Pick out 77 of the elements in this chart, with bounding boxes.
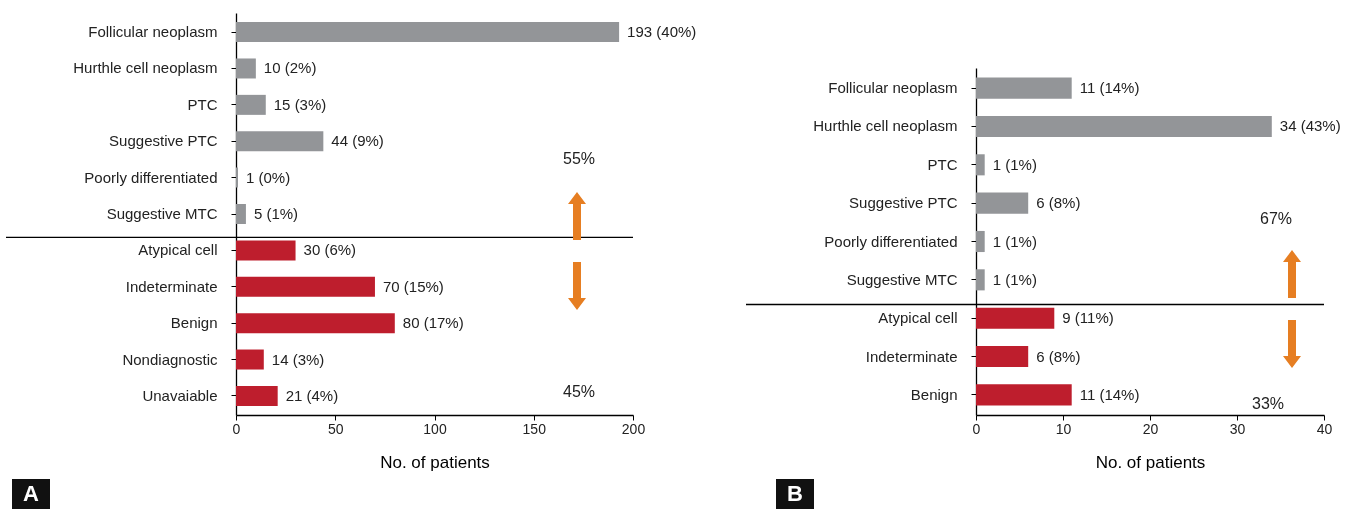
- data-label: 14 (3%): [271, 350, 325, 368]
- y-tick-label: Unavaiable: [142, 386, 218, 404]
- annotation: 33%: [1252, 395, 1285, 413]
- x-tick-label: 40: [1316, 420, 1333, 437]
- x-tick-label: 150: [522, 420, 547, 437]
- bar: [236, 204, 246, 224]
- y-tick-label: Hurthle cell neoplasm: [813, 117, 958, 135]
- bar: [236, 22, 620, 43]
- y-tick-label: Atypical cell: [878, 309, 958, 327]
- y-tick-label: Suggestive MTC: [106, 205, 218, 222]
- annotation: 55%: [563, 150, 596, 168]
- data-label: 34 (43%): [1279, 117, 1341, 135]
- data-label: 1 (1%): [992, 270, 1037, 288]
- x-tick-label: 10: [1055, 420, 1072, 437]
- bar: [236, 313, 395, 334]
- bar: [976, 77, 1072, 99]
- y-tick-label: Benign: [170, 314, 218, 332]
- bar: [976, 307, 1055, 329]
- x-axis-title: No. of patients: [1095, 452, 1206, 472]
- x-tick-label: 0: [232, 420, 241, 437]
- bar: [976, 115, 1272, 138]
- data-label: 80 (17%): [402, 314, 464, 332]
- annotation: 67%: [1260, 210, 1293, 228]
- bar: [976, 269, 985, 291]
- data-label: 6 (8%): [1036, 347, 1081, 365]
- x-tick-label: 200: [621, 420, 646, 437]
- y-tick-label: Follicular neoplasm: [88, 23, 218, 41]
- data-label: 1 (1%): [992, 232, 1037, 250]
- x-axis-title: No. of patients: [380, 452, 490, 472]
- data-label: 5 (1%): [253, 205, 299, 222]
- data-label: 6 (8%): [1036, 194, 1081, 212]
- data-label: 1 (0%): [245, 168, 291, 186]
- data-label: 21 (4%): [285, 386, 339, 404]
- y-tick-label: Poorly differentiated: [824, 232, 958, 250]
- bar: [236, 240, 296, 261]
- data-label: 10 (2%): [263, 59, 317, 77]
- y-tick-label: Hurthle cell neoplasm: [73, 59, 218, 77]
- y-tick-label: Indeterminate: [865, 347, 958, 365]
- y-tick-label: Nondiagnostic: [122, 350, 218, 368]
- text: B: [776, 479, 814, 509]
- data-label: 193 (40%): [627, 23, 697, 41]
- bar: [236, 349, 264, 370]
- bar: [976, 230, 985, 253]
- data-label: 11 (14%): [1079, 79, 1140, 97]
- x-tick-label: 30: [1229, 420, 1246, 437]
- bar: [236, 385, 278, 406]
- y-tick-label: Suggestive PTC: [109, 132, 218, 150]
- annotation: 45%: [563, 383, 596, 401]
- y-tick-label: PTC: [187, 95, 218, 113]
- x-tick-label: 100: [423, 420, 447, 437]
- bar: [236, 58, 256, 79]
- y-tick-label: PTC: [927, 155, 958, 173]
- data-label: 9 (11%): [1062, 309, 1114, 327]
- x-tick-label: 50: [327, 420, 344, 437]
- bar: [976, 154, 985, 176]
- data-label: 11 (14%): [1079, 385, 1140, 403]
- bar: [236, 131, 324, 152]
- text: A: [12, 479, 50, 509]
- y-tick-label: Poorly differentiated: [84, 168, 218, 186]
- y-tick-label: Benign: [910, 385, 958, 403]
- y-tick-label: Atypical cell: [138, 241, 218, 259]
- bar: [236, 94, 266, 115]
- bar: [976, 384, 1072, 406]
- bar: [976, 345, 1029, 368]
- y-tick-label: Suggestive PTC: [849, 194, 958, 212]
- data-label: 1 (1%): [992, 155, 1037, 173]
- bar: [236, 276, 375, 297]
- y-tick-label: Follicular neoplasm: [828, 79, 958, 97]
- data-label: 30 (6%): [303, 241, 357, 259]
- y-tick-label: Indeterminate: [125, 277, 218, 295]
- bar: [976, 192, 1029, 214]
- x-tick-label: 0: [972, 420, 981, 437]
- data-label: 15 (3%): [273, 95, 327, 113]
- y-tick-label: Suggestive MTC: [846, 270, 958, 288]
- data-label: 44 (9%): [331, 132, 384, 150]
- x-tick-label: 20: [1142, 420, 1159, 437]
- data-label: 70 (15%): [382, 277, 444, 295]
